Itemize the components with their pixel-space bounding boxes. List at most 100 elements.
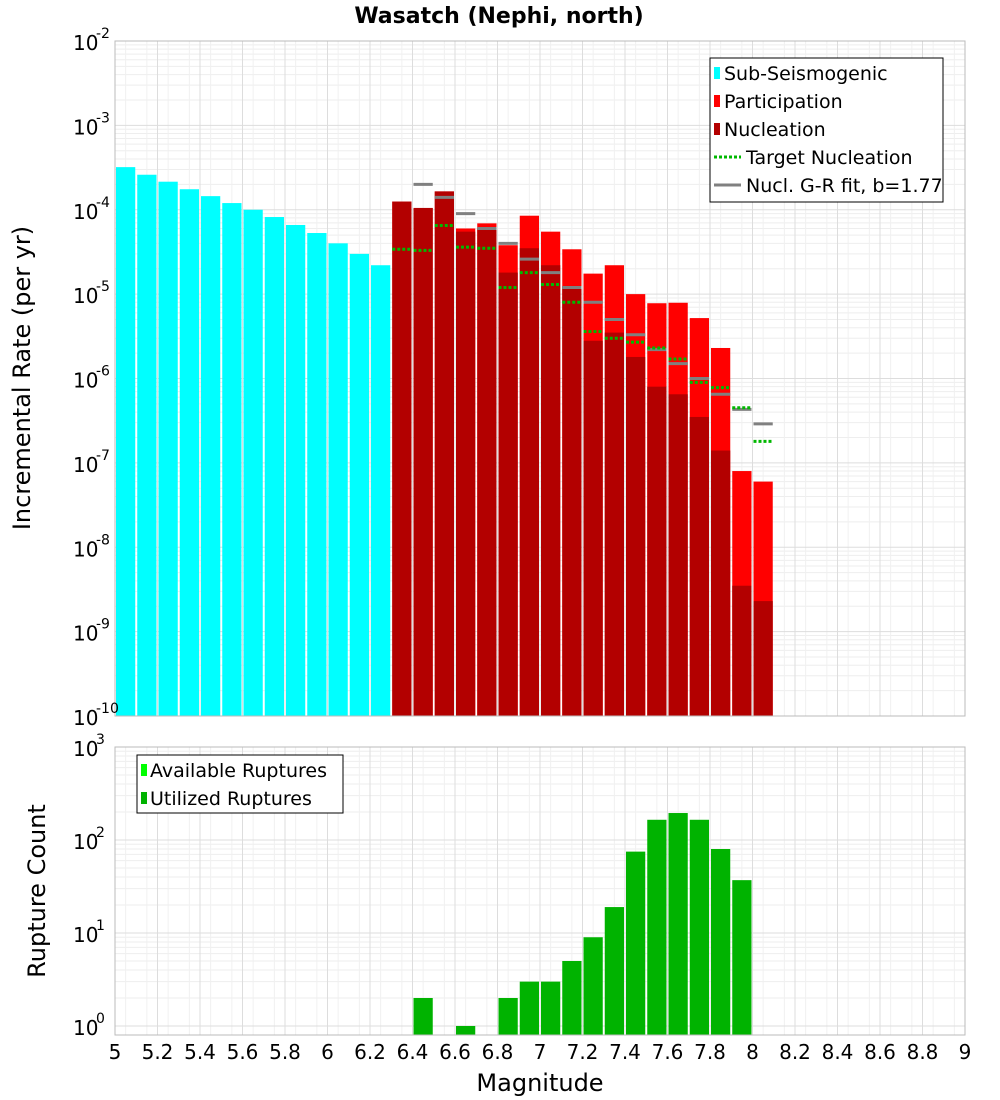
bar-utilized-ruptures	[711, 849, 731, 1035]
bar-utilized-ruptures	[583, 937, 603, 1035]
bottom-legend: Available Ruptures Utilized Ruptures	[136, 754, 344, 814]
top-y-tick-base: 10	[73, 706, 98, 730]
bar-utilized-ruptures	[732, 880, 752, 1035]
bar-utilized-ruptures	[626, 851, 646, 1035]
top-y-tick-exponent: -5	[96, 279, 110, 295]
bar-utilized-ruptures	[456, 1025, 476, 1035]
top-y-tick-base: 10	[73, 453, 98, 477]
bar-nucleation	[434, 191, 454, 717]
x-axis-label: Magnitude	[476, 1069, 603, 1097]
bottom-y-tick: 102	[73, 825, 105, 854]
top-y-tick-exponent: -6	[96, 364, 110, 380]
x-tick-label: 7.8	[694, 1040, 726, 1064]
x-tick-label: 5.6	[227, 1040, 259, 1064]
bottom-bars	[413, 813, 752, 1035]
top-y-tick: 10-10	[73, 701, 119, 730]
bottom-y-tick-base: 10	[73, 830, 98, 854]
x-tick-label: 8.2	[779, 1040, 811, 1064]
x-tick-label: 6.8	[482, 1040, 514, 1064]
top-y-tick: 10-3	[73, 110, 110, 139]
bottom-y-tick: 100	[73, 1011, 105, 1040]
bar-utilized-ruptures	[519, 981, 539, 1035]
bar-sub-seismogenic	[349, 253, 369, 716]
top-y-tick-exponent: -7	[96, 448, 110, 464]
legend-swatch-sub-seismogenic	[714, 67, 720, 79]
top-y-tick-labels: 10-210-310-410-510-610-710-810-910-10	[73, 26, 119, 730]
bar-utilized-ruptures	[498, 997, 518, 1035]
bottom-y-tick-exponent: 2	[96, 825, 105, 841]
top-y-tick: 10-5	[73, 279, 110, 308]
bar-sub-seismogenic	[328, 243, 348, 717]
bar-nucleation	[477, 228, 497, 716]
bar-sub-seismogenic	[264, 217, 284, 716]
bar-sub-seismogenic	[179, 189, 199, 717]
top-y-tick-base: 10	[73, 31, 98, 55]
legend-swatch-participation	[714, 95, 720, 107]
bar-utilized-ruptures	[647, 819, 667, 1035]
bar-sub-seismogenic	[222, 203, 242, 716]
top-y-tick-exponent: -8	[96, 532, 110, 548]
top-y-tick-base: 10	[73, 622, 98, 646]
bottom-y-tick-exponent: 1	[96, 918, 105, 934]
legend-label: Sub-Seismogenic	[724, 63, 888, 85]
top-y-tick-exponent: -2	[96, 26, 110, 42]
bottom-y-tick-exponent: 3	[96, 732, 105, 748]
bar-sub-seismogenic	[201, 196, 221, 716]
top-y-tick-exponent: -4	[96, 195, 110, 211]
bar-nucleation	[732, 585, 752, 716]
top-y-tick: 10-4	[73, 195, 110, 224]
x-tick-label: 7.2	[567, 1040, 599, 1064]
bar-utilized-ruptures	[562, 960, 582, 1035]
legend-label: Nucl. G-R fit, b=1.77	[746, 175, 943, 197]
top-y-tick-base: 10	[73, 200, 98, 224]
x-tick-label: 5.4	[184, 1040, 216, 1064]
bar-utilized-ruptures	[541, 981, 561, 1035]
bar-sub-seismogenic	[286, 224, 306, 716]
chart-title: Wasatch (Nephi, north)	[354, 4, 643, 29]
bottom-y-tick-exponent: 0	[96, 1011, 105, 1027]
x-tick-label: 8	[746, 1040, 759, 1064]
x-tick-label: 7.4	[609, 1040, 641, 1064]
x-tick-label: 5	[109, 1040, 122, 1064]
bar-nucleation	[498, 272, 518, 716]
x-tick-label: 8.4	[822, 1040, 854, 1064]
x-tick-label: 6.2	[354, 1040, 386, 1064]
x-tick-label: 5.2	[142, 1040, 174, 1064]
x-tick-label: 9	[959, 1040, 972, 1064]
legend-label: Participation	[724, 91, 843, 113]
bottom-plot-border	[114, 746, 966, 1036]
bar-nucleation	[541, 265, 561, 716]
top-lines	[392, 182, 773, 443]
bar-utilized-ruptures	[668, 813, 688, 1035]
top-legend-box	[709, 57, 944, 203]
bar-nucleation	[562, 285, 582, 716]
bar-nucleation	[668, 394, 688, 716]
bar-nucleation	[626, 356, 646, 716]
bottom-y-axis-label: Rupture Count	[23, 804, 51, 978]
x-tick-label: 6	[321, 1040, 334, 1064]
legend-label: Utilized Ruptures	[150, 788, 312, 810]
top-plot-border	[114, 40, 966, 717]
bottom-legend-box	[136, 754, 344, 814]
bar-utilized-ruptures	[413, 997, 433, 1035]
top-y-tick: 10-9	[73, 617, 110, 646]
legend-swatch-nucleation	[714, 123, 720, 135]
x-tick-label: 8.8	[907, 1040, 939, 1064]
bar-utilized-ruptures	[689, 819, 709, 1035]
bar-sub-seismogenic	[371, 265, 391, 716]
bottom-y-tick: 101	[73, 918, 105, 947]
top-y-tick-exponent: -3	[96, 110, 110, 126]
x-tick-label: 8.6	[864, 1040, 896, 1064]
top-y-tick: 10-2	[73, 26, 110, 55]
bar-nucleation	[456, 231, 476, 716]
top-bars	[116, 167, 773, 717]
top-panel: 10-210-310-410-510-610-710-810-910-10 In…	[8, 26, 966, 730]
bottom-y-tick-base: 10	[73, 923, 98, 947]
top-y-tick-base: 10	[73, 284, 98, 308]
x-tick-label: 7	[534, 1040, 547, 1064]
bar-sub-seismogenic	[137, 174, 157, 716]
x-tick-labels: 5 5.2 5.4 5.6 5.8 6 6.2 6.4 6.6 6.8 7 7.2 7.4 7.6 7.8 8…	[109, 1040, 972, 1064]
